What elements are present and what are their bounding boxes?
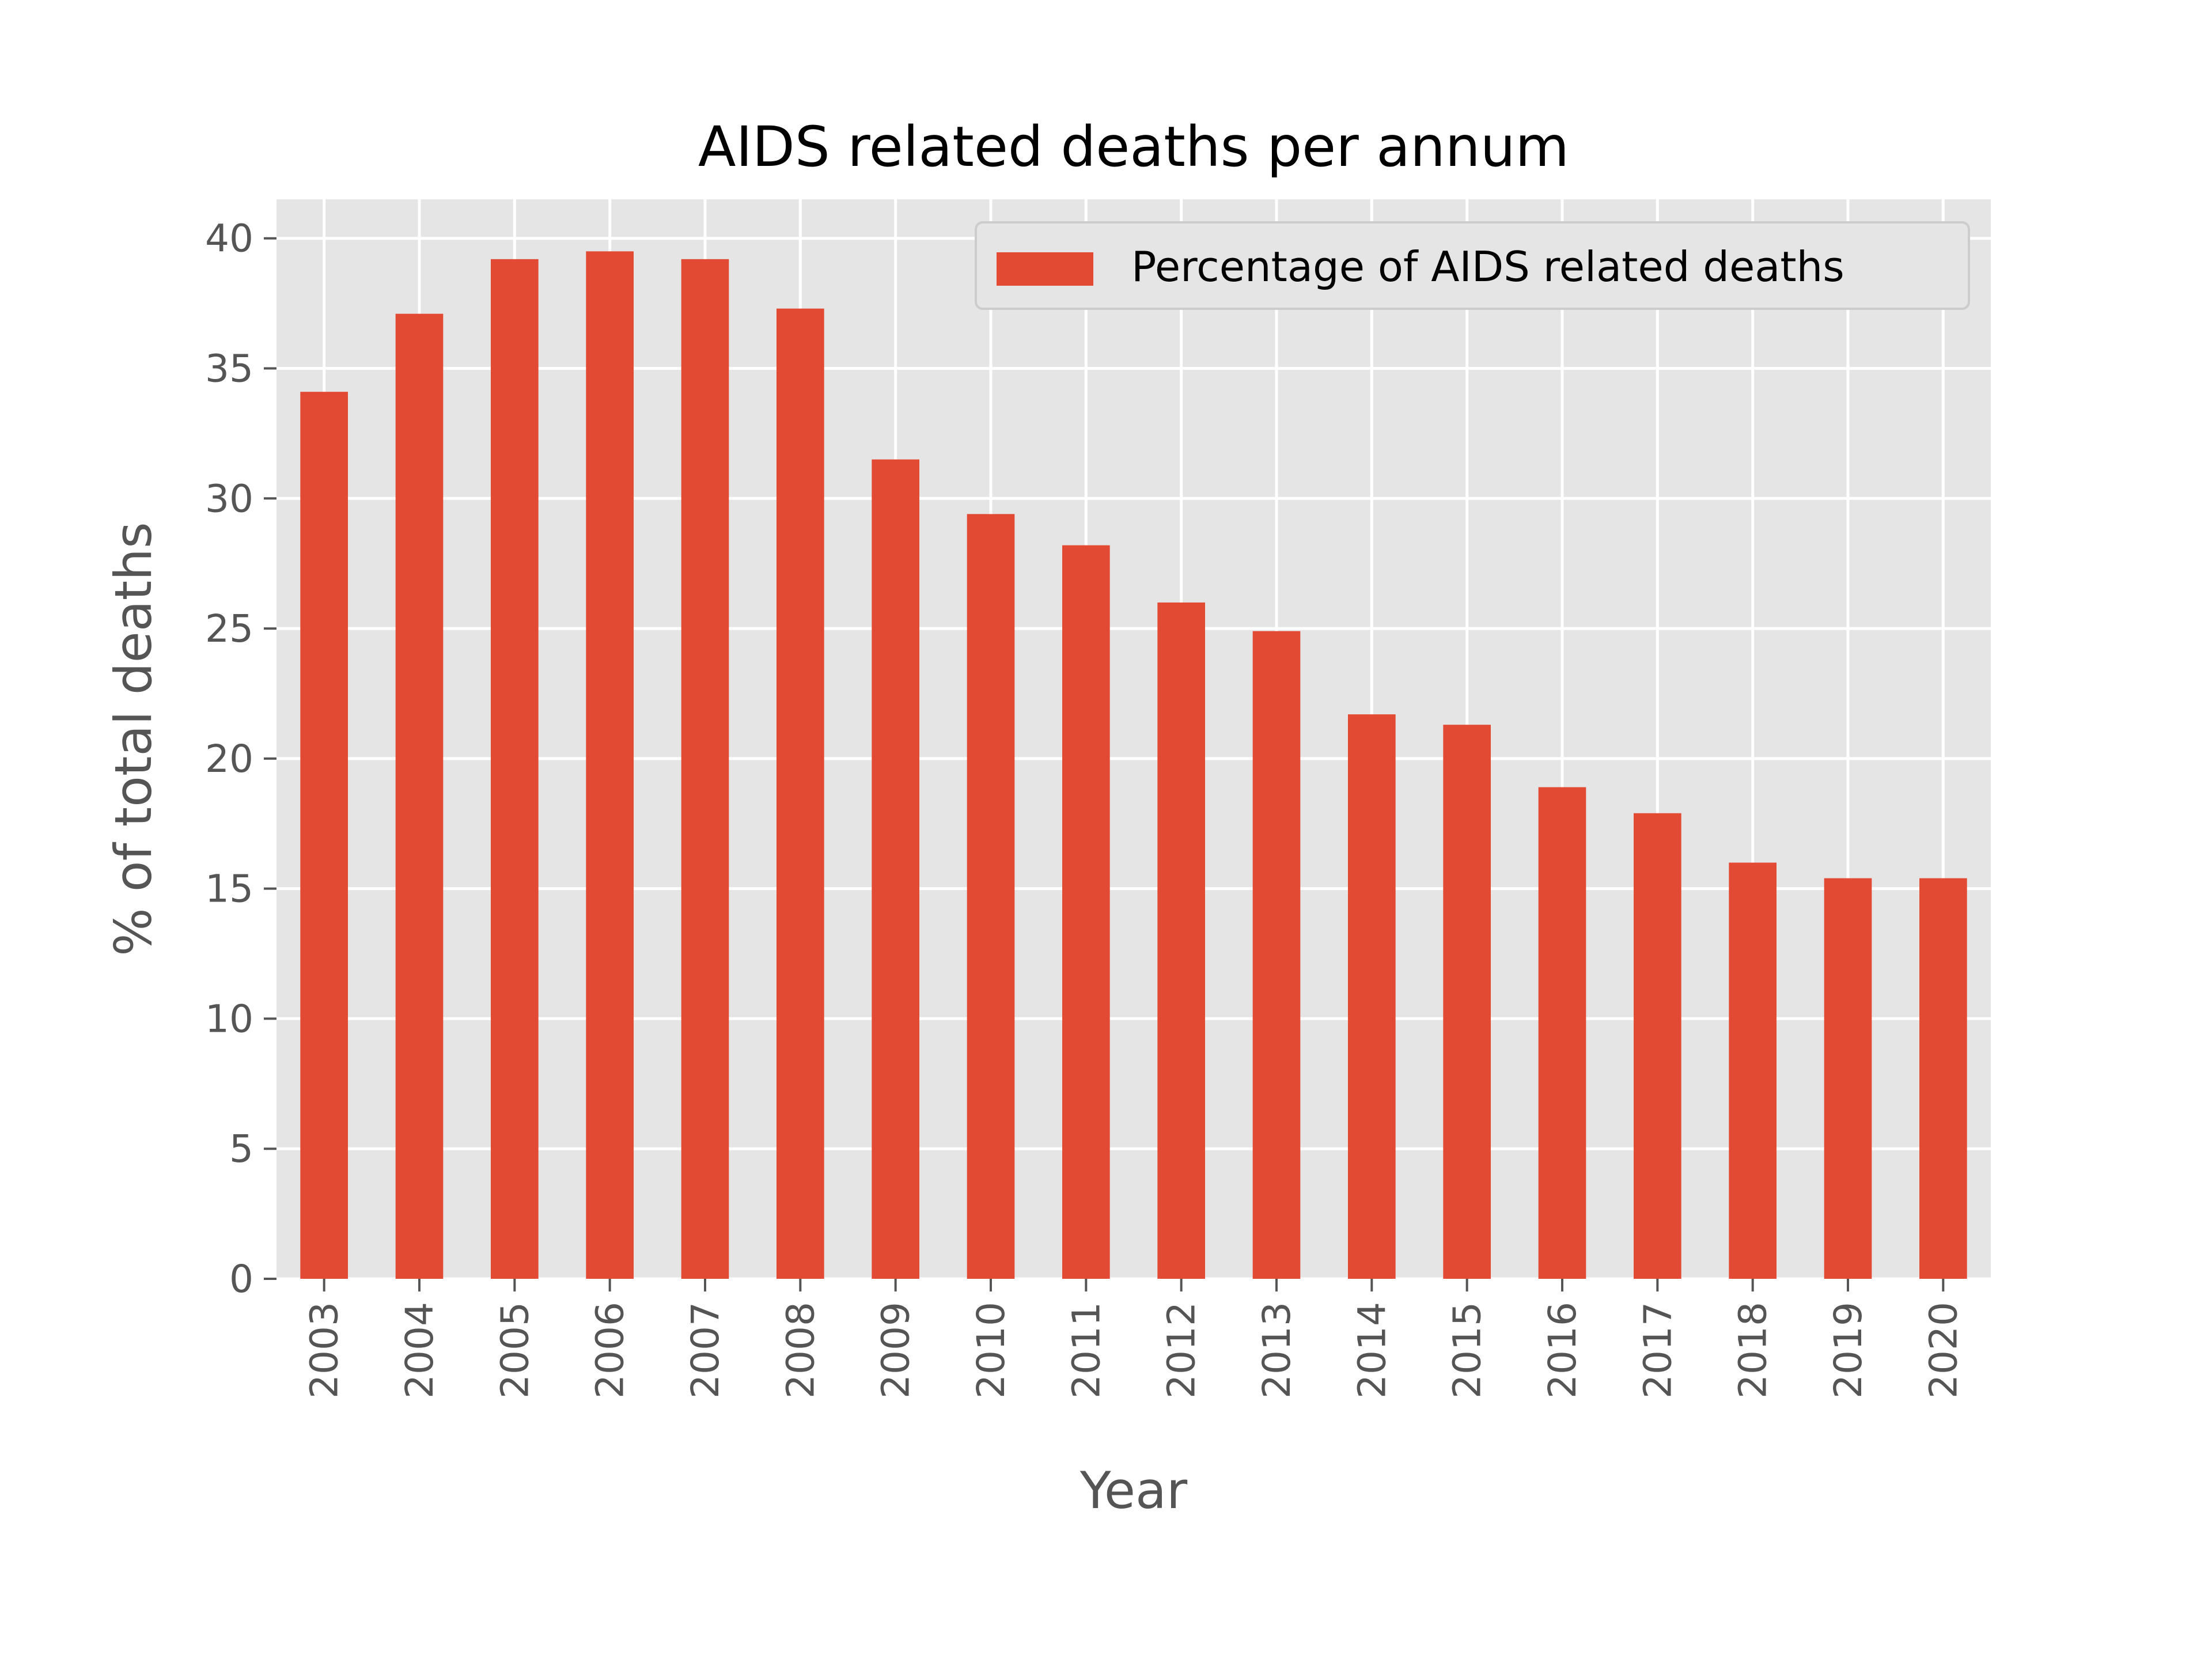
x-tick-label: 2011: [1064, 1302, 1108, 1399]
x-axis-ticks: 2003 2004 2005 2006 2007 2008 2009 2010 2011 2012…: [302, 1279, 1965, 1399]
legend-label: Percentage of AIDS related deaths: [1131, 243, 1844, 291]
x-tick-label: 2009: [874, 1302, 918, 1399]
x-tick-label: 2008: [778, 1302, 823, 1399]
x-axis-label: Year: [1080, 1461, 1188, 1520]
y-tick-label: 40: [205, 217, 253, 261]
y-tick-label: 15: [205, 867, 253, 911]
bar-2003: [300, 392, 348, 1279]
chart-title: AIDS related deaths per annum: [698, 115, 1569, 179]
y-tick-label: 35: [205, 347, 253, 391]
x-tick-label: 2015: [1445, 1302, 1490, 1399]
x-tick-label: 2003: [302, 1302, 347, 1399]
bar-2004: [395, 313, 444, 1279]
legend: Percentage of AIDS related deaths: [975, 221, 1970, 310]
bar-2011: [1062, 545, 1110, 1279]
plot-background: [276, 199, 1991, 1279]
legend-box: [975, 221, 1970, 310]
legend-swatch: [997, 252, 1093, 286]
y-tick-label: 10: [205, 997, 253, 1041]
y-tick-label: 5: [229, 1127, 253, 1171]
x-tick-label: 2006: [588, 1302, 632, 1399]
bar-2010: [967, 514, 1015, 1279]
x-tick-label: 2004: [397, 1302, 442, 1399]
bar-2012: [1157, 602, 1205, 1279]
bar-2019: [1824, 878, 1872, 1279]
bar-2007: [681, 259, 729, 1279]
y-axis-label: % of total deaths: [104, 522, 163, 956]
bar-2017: [1634, 813, 1681, 1279]
bar-2006: [586, 251, 634, 1279]
bar-2016: [1538, 787, 1586, 1279]
x-tick-label: 2016: [1540, 1302, 1585, 1399]
x-tick-label: 2020: [1921, 1302, 1965, 1399]
x-tick-label: 2018: [1731, 1302, 1775, 1399]
x-tick-label: 2012: [1160, 1302, 1204, 1399]
bar-2015: [1443, 725, 1491, 1279]
bar-2020: [1919, 878, 1967, 1279]
x-tick-label: 2010: [969, 1302, 1013, 1399]
y-tick-label: 0: [229, 1257, 253, 1301]
y-tick-label: 25: [205, 607, 253, 651]
bar-2005: [491, 259, 539, 1279]
x-tick-label: 2014: [1350, 1302, 1394, 1399]
x-tick-label: 2017: [1635, 1302, 1680, 1399]
x-tick-label: 2013: [1255, 1302, 1299, 1399]
y-tick-label: 30: [205, 476, 253, 521]
y-tick-label: 20: [205, 737, 253, 781]
x-tick-label: 2007: [683, 1302, 728, 1399]
x-tick-label: 2019: [1826, 1302, 1870, 1399]
bars: [300, 251, 1967, 1279]
y-axis-ticks: 0 5 10 15 20 25 30 35 40: [205, 217, 276, 1301]
bar-2018: [1729, 862, 1777, 1279]
x-tick-label: 2005: [493, 1302, 537, 1399]
bar-2014: [1348, 714, 1396, 1279]
bar-2013: [1252, 631, 1301, 1279]
bar-2009: [872, 459, 919, 1279]
bar-2008: [777, 308, 824, 1279]
